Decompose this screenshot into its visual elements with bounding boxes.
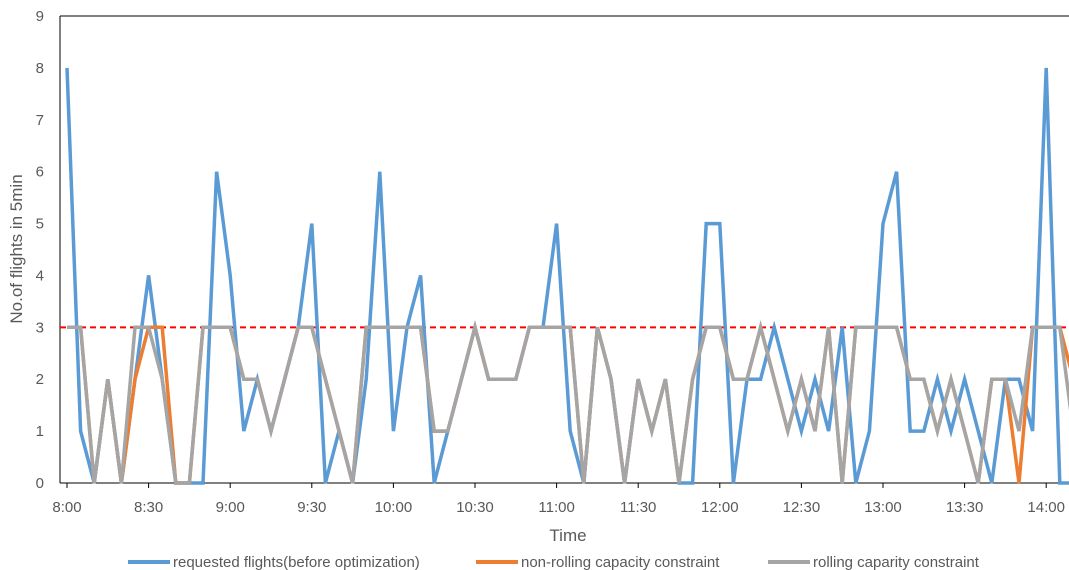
x-tick-label: 14:00 [1027, 499, 1065, 516]
y-tick-label: 9 [36, 8, 44, 25]
x-tick-label: 12:30 [783, 499, 821, 516]
x-tick-label: 9:00 [216, 499, 245, 516]
legend-label: rolling caparity constraint [813, 554, 980, 570]
x-tick-label: 13:00 [864, 499, 902, 516]
y-axis-title: No.of flights in 5min [7, 174, 26, 323]
y-tick-label: 1 [36, 423, 44, 440]
x-tick-label: 13:30 [946, 499, 984, 516]
legend: requested flights(before optimization) no… [128, 554, 980, 570]
y-tick-label: 6 [36, 164, 44, 181]
series-line-rolling-capacity [67, 320, 1069, 485]
y-tick-label: 3 [36, 319, 44, 336]
x-tick-label: 11:30 [620, 499, 656, 516]
y-tick-label: 0 [36, 475, 44, 492]
series-line-requested-flights [65, 67, 1069, 485]
x-tick-label: 8:00 [52, 499, 81, 516]
x-tick-label: 10:00 [375, 499, 413, 516]
y-tick-label: 8 [36, 60, 44, 77]
x-tick-label: 9:30 [297, 499, 326, 516]
x-tick-label: 11:00 [538, 499, 574, 516]
series-lines [65, 67, 1069, 485]
y-tick-label: 2 [36, 371, 44, 388]
x-tick-label: 10:30 [456, 499, 494, 516]
y-tick-label: 4 [36, 267, 44, 284]
x-tick-label: 12:00 [701, 499, 739, 516]
x-tick-label: 8:30 [134, 499, 163, 516]
y-tick-label: 5 [36, 216, 44, 233]
y-tick-label: 7 [36, 112, 44, 129]
x-axis-title: Time [549, 526, 586, 545]
x-axis-ticks: 8:00 8:30 9:00 9:30 10:00 10:30 11:00 11:30 12:0… [52, 483, 1065, 516]
legend-label: non-rolling capacity constraint [521, 554, 720, 570]
legend-label: requested flights(before optimization) [173, 554, 420, 570]
y-axis-ticks: 0 1 2 3 4 5 6 7 8 9 [36, 8, 44, 492]
plot-area [59, 15, 1069, 484]
